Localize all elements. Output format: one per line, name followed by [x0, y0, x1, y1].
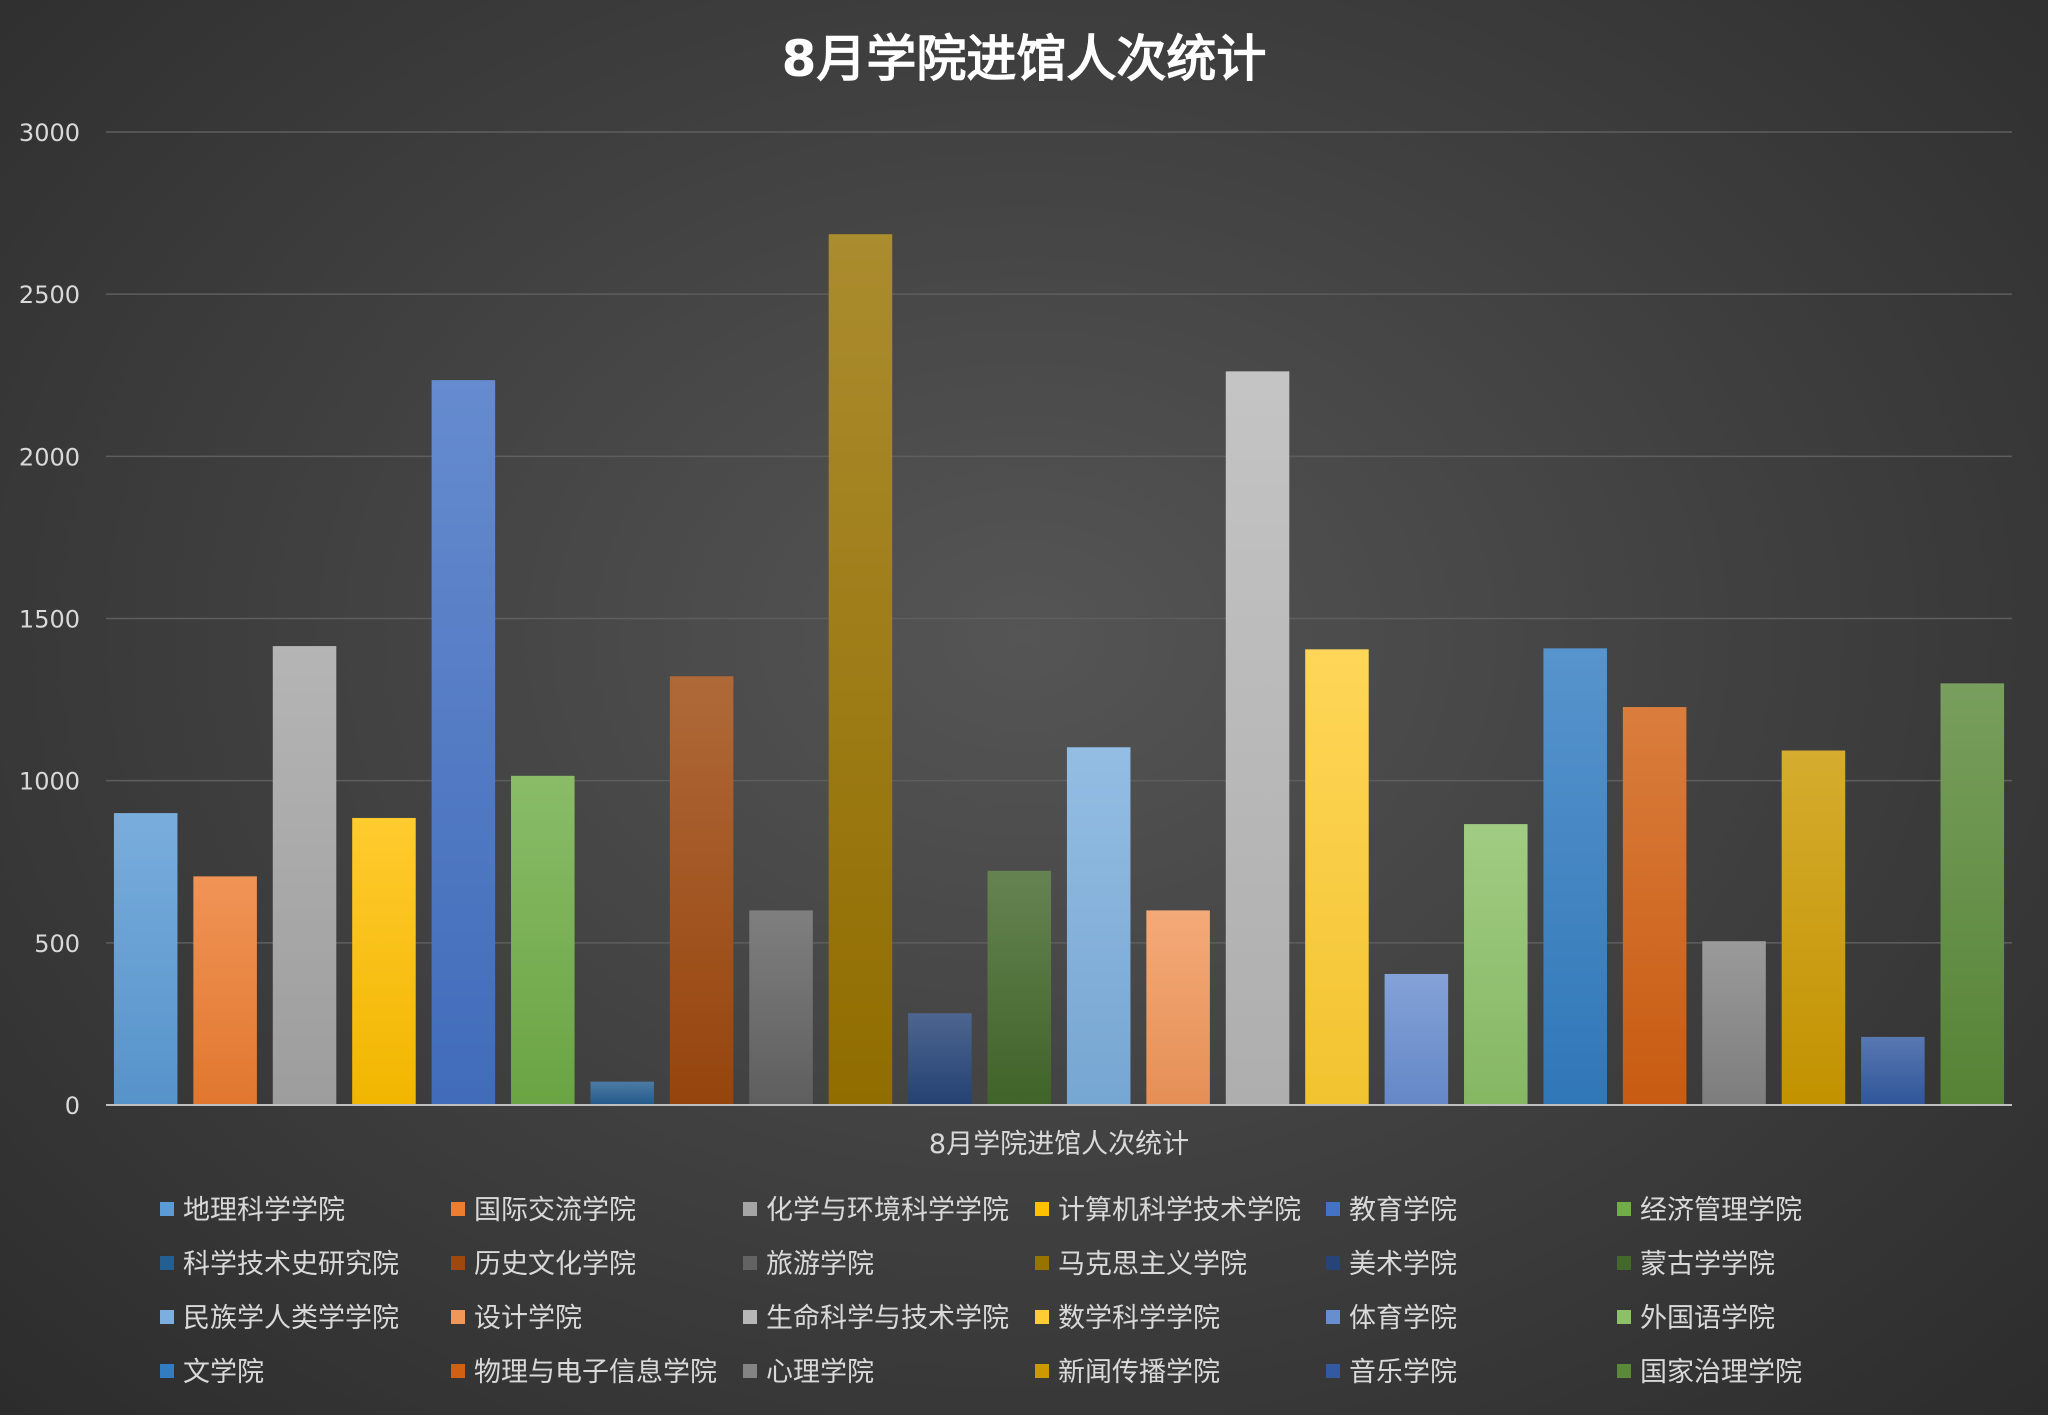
legend-swatch — [1035, 1256, 1049, 1270]
bar-22 — [1781, 750, 1846, 1105]
legend-swatch — [451, 1202, 465, 1216]
legend-label: 蒙古学学院 — [1640, 1249, 1775, 1280]
bar-13 — [1066, 747, 1131, 1105]
legend-label: 地理科学学院 — [183, 1195, 345, 1226]
legend-label: 经济管理学院 — [1640, 1195, 1802, 1226]
legend-label: 国际交流学院 — [474, 1195, 636, 1226]
legend-swatch — [1617, 1202, 1631, 1216]
bar-11 — [908, 1013, 972, 1105]
bar-20 — [1622, 707, 1687, 1105]
legend: 地理科学学院 国际交流学院 化学与环境科学学院 计算机科学技术学院 教育学院 经济管理学院… — [160, 1195, 1802, 1388]
legend-label: 外国语学院 — [1640, 1303, 1775, 1334]
legend-label: 生命科学与技术学院 — [766, 1303, 1009, 1334]
legend-label: 教育学院 — [1349, 1195, 1457, 1226]
bar-18 — [1464, 824, 1528, 1105]
bar-7 — [590, 1081, 654, 1105]
bar-9 — [749, 910, 813, 1105]
legend-swatch — [1326, 1310, 1340, 1324]
gridlines — [106, 131, 2012, 944]
bars — [113, 234, 2005, 1106]
legend-swatch — [1035, 1310, 1049, 1324]
legend-label: 美术学院 — [1349, 1249, 1457, 1280]
legend-label: 历史文化学院 — [474, 1249, 636, 1280]
chart-title: 8月学院进馆人次统计 — [782, 30, 1267, 88]
bar-2 — [193, 876, 257, 1105]
legend-swatch — [1035, 1202, 1049, 1216]
y-tick-label: 2500 — [19, 281, 80, 309]
legend-swatch — [1326, 1364, 1340, 1378]
legend-swatch — [743, 1364, 757, 1378]
legend-swatch — [743, 1202, 757, 1216]
legend-label: 数学科学学院 — [1058, 1303, 1220, 1334]
legend-swatch — [743, 1310, 757, 1324]
bar-5 — [431, 380, 496, 1105]
legend-label: 计算机科学技术学院 — [1058, 1195, 1301, 1226]
bar-1 — [113, 813, 178, 1105]
y-tick-label: 500 — [34, 930, 80, 958]
y-tick-label: 2000 — [19, 443, 80, 471]
legend-swatch — [1617, 1364, 1631, 1378]
legend-label: 新闻传播学院 — [1058, 1357, 1220, 1388]
legend-swatch — [743, 1256, 757, 1270]
bar-6 — [511, 775, 575, 1105]
bar-19 — [1543, 648, 1607, 1105]
legend-label: 物理与电子信息学院 — [474, 1357, 717, 1388]
legend-label: 心理学院 — [766, 1357, 874, 1388]
legend-label: 马克思主义学院 — [1058, 1249, 1247, 1280]
legend-swatch — [1326, 1256, 1340, 1270]
bar-24 — [1940, 683, 2005, 1105]
legend-label: 体育学院 — [1349, 1303, 1457, 1334]
legend-label: 国家治理学院 — [1640, 1357, 1802, 1388]
bar-12 — [987, 870, 1052, 1105]
y-tick-label: 0 — [65, 1092, 80, 1120]
legend-label: 音乐学院 — [1349, 1357, 1457, 1388]
legend-label: 化学与环境科学学院 — [766, 1195, 1009, 1226]
bar-16 — [1305, 649, 1369, 1105]
y-tick-label: 1000 — [19, 768, 80, 796]
legend-swatch — [1035, 1364, 1049, 1378]
legend-swatch — [1617, 1310, 1631, 1324]
legend-swatch — [160, 1364, 174, 1378]
legend-label: 科学技术史研究院 — [183, 1249, 399, 1280]
legend-swatch — [1617, 1256, 1631, 1270]
y-axis-ticks: 0 500 1000 1500 2000 2500 3000 — [19, 119, 80, 1120]
legend-swatch — [451, 1310, 465, 1324]
legend-swatch — [1326, 1202, 1340, 1216]
bar-3 — [272, 646, 337, 1105]
y-tick-label: 3000 — [19, 119, 80, 147]
legend-swatch — [160, 1202, 174, 1216]
legend-label: 旅游学院 — [766, 1249, 874, 1280]
legend-swatch — [160, 1310, 174, 1324]
bar-8 — [669, 676, 734, 1105]
legend-label: 文学院 — [183, 1357, 264, 1388]
legend-swatch — [451, 1256, 465, 1270]
bar-21 — [1702, 941, 1766, 1105]
x-category-label: 8月学院进馆人次统计 — [929, 1129, 1189, 1160]
legend-label: 民族学人类学学院 — [183, 1303, 399, 1334]
bar-17 — [1384, 973, 1449, 1105]
bar-14 — [1146, 910, 1210, 1105]
bar-15 — [1225, 371, 1290, 1105]
bar-4 — [352, 817, 416, 1105]
bar-10 — [828, 234, 893, 1106]
legend-swatch — [160, 1256, 174, 1270]
legend-label: 设计学院 — [474, 1303, 582, 1334]
y-tick-label: 1500 — [19, 606, 80, 634]
bar-23 — [1861, 1036, 1925, 1105]
legend-swatch — [451, 1364, 465, 1378]
